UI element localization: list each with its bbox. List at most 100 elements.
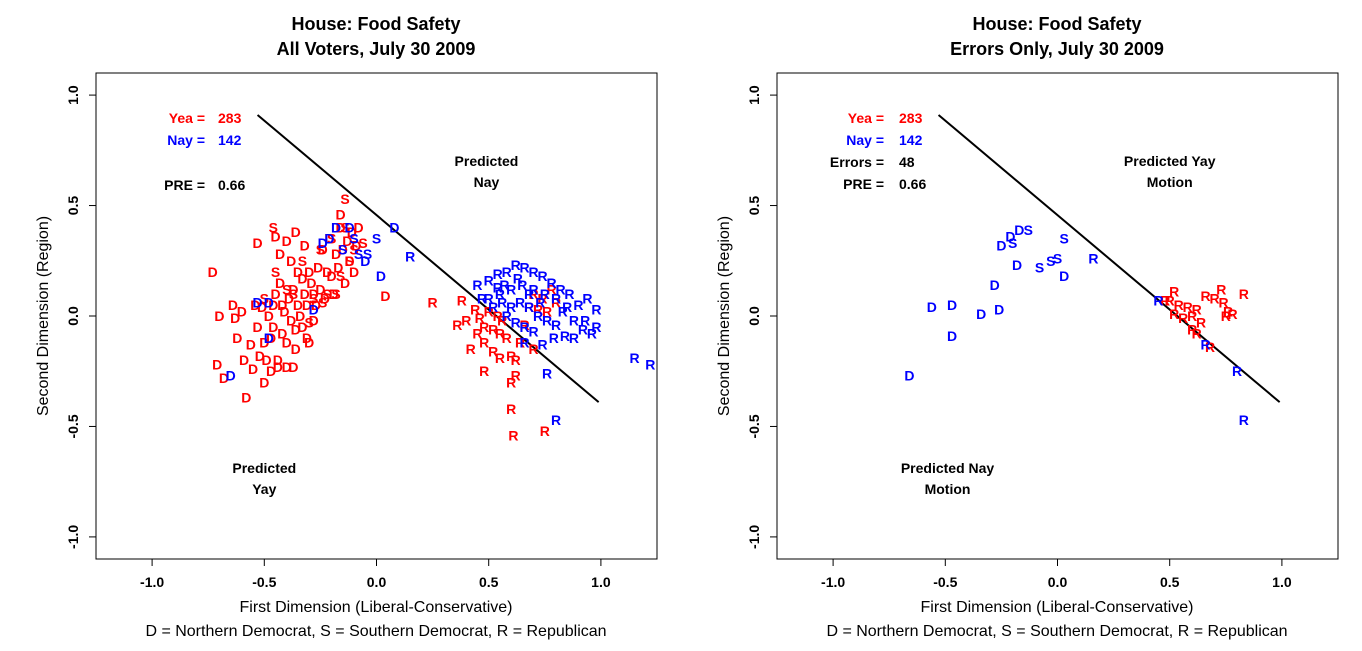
- data-point: S: [298, 253, 307, 269]
- data-point: S: [349, 242, 358, 258]
- data-point: R: [497, 295, 507, 311]
- x-tick-label: 0.5: [1160, 574, 1180, 590]
- data-point: D: [257, 299, 267, 315]
- data-point: D: [261, 352, 271, 368]
- data-point: R: [493, 279, 503, 295]
- data-point: D: [976, 306, 986, 322]
- data-point: R: [466, 341, 476, 357]
- data-point: S: [1046, 253, 1055, 269]
- data-point: R: [524, 299, 534, 315]
- data-point: R: [1196, 315, 1206, 331]
- data-point: D: [277, 326, 287, 342]
- data-point: D: [259, 374, 269, 390]
- data-point: R: [524, 299, 534, 315]
- data-point: D: [246, 337, 256, 353]
- data-point: D: [241, 390, 251, 406]
- data-point: D: [293, 264, 303, 280]
- data-point: R: [542, 304, 552, 320]
- data-point: R: [1169, 284, 1179, 300]
- data-point: R: [1187, 308, 1197, 324]
- data-point: S: [1060, 231, 1069, 247]
- y-axis-label: Second Dimension (Region): [35, 216, 52, 416]
- x-tick-label: 1.0: [1272, 574, 1292, 590]
- data-point: R: [517, 277, 527, 293]
- data-point: R: [1174, 297, 1184, 313]
- data-point: D: [232, 330, 242, 346]
- x-tick-label: -0.5: [933, 574, 957, 590]
- data-point: R: [582, 290, 592, 306]
- y-tick-label: -0.5: [65, 414, 81, 438]
- data-point: R: [511, 352, 521, 368]
- y-axis-label: Second Dimension (Region): [716, 216, 733, 416]
- data-point: S: [318, 295, 327, 311]
- data-point: D: [324, 231, 334, 247]
- data-point: D: [237, 304, 247, 320]
- data-point: D: [226, 368, 236, 384]
- data-point: R: [520, 317, 530, 333]
- data-point: D: [947, 328, 957, 344]
- data-point: D: [322, 264, 332, 280]
- data-point: S: [331, 286, 340, 302]
- data-point: D: [927, 299, 937, 315]
- data-point: R: [1201, 288, 1211, 304]
- data-point: D: [331, 220, 341, 236]
- data-point: D: [268, 319, 278, 335]
- data-point: D: [302, 330, 312, 346]
- data-point: D: [309, 286, 319, 302]
- data-point: R: [529, 264, 539, 280]
- region-label: Nay: [474, 174, 500, 190]
- data-point: D: [347, 224, 357, 240]
- y-tick-label: 0.0: [746, 306, 762, 326]
- region-label: Yay: [252, 481, 276, 497]
- caption-legend: D = Northern Democrat, S = Southern Demo…: [826, 623, 1287, 640]
- data-point: D: [277, 297, 287, 313]
- data-point: R: [540, 423, 550, 439]
- data-point: D: [279, 304, 289, 320]
- data-point: R: [488, 343, 498, 359]
- panel-all-voters: House: Food Safety All Voters, July 30 20…: [35, 14, 658, 640]
- data-point: D: [309, 301, 319, 317]
- data-point: S: [1035, 259, 1044, 275]
- x-tick-label: -1.0: [821, 574, 845, 590]
- data-point: R: [1160, 293, 1170, 309]
- data-point: D: [288, 281, 298, 297]
- data-point: S: [305, 315, 314, 331]
- data-point: D: [327, 268, 337, 284]
- data-point: D: [273, 352, 283, 368]
- data-point: D: [295, 308, 305, 324]
- data-point: D: [250, 297, 260, 313]
- data-point: D: [270, 228, 280, 244]
- data-point: R: [502, 308, 512, 324]
- data-point: D: [340, 275, 350, 291]
- data-point: D: [315, 281, 325, 297]
- data-point: R: [1227, 306, 1237, 322]
- data-point: D: [342, 233, 352, 249]
- data-point: R: [629, 350, 639, 366]
- data-point: R: [484, 304, 494, 320]
- data-point: R: [540, 286, 550, 302]
- data-point: R: [479, 363, 489, 379]
- data-point: S: [345, 253, 354, 269]
- data-point: D: [1014, 222, 1024, 238]
- caption-legend: D = Northern Democrat, S = Southern Demo…: [145, 623, 606, 640]
- data-point: D: [264, 295, 274, 311]
- data-point: R: [472, 326, 482, 342]
- data-point: D: [336, 206, 346, 222]
- data-point: R: [479, 335, 489, 351]
- data-point: S: [1008, 235, 1017, 251]
- region-label: Predicted: [232, 460, 296, 476]
- data-point: R: [560, 328, 570, 344]
- data-point: D: [230, 310, 240, 326]
- x-tick-label: -1.0: [140, 574, 164, 590]
- data-point: R: [529, 281, 539, 297]
- data-point: R: [1205, 339, 1215, 355]
- data-point: D: [291, 341, 301, 357]
- data-point: R: [591, 301, 601, 317]
- data-point: R: [495, 350, 505, 366]
- y-tick-label: -0.5: [746, 414, 762, 438]
- data-point: R: [1153, 293, 1163, 309]
- x-axis-label: First Dimension (Liberal-Conservative): [921, 599, 1194, 616]
- data-point: R: [520, 259, 530, 275]
